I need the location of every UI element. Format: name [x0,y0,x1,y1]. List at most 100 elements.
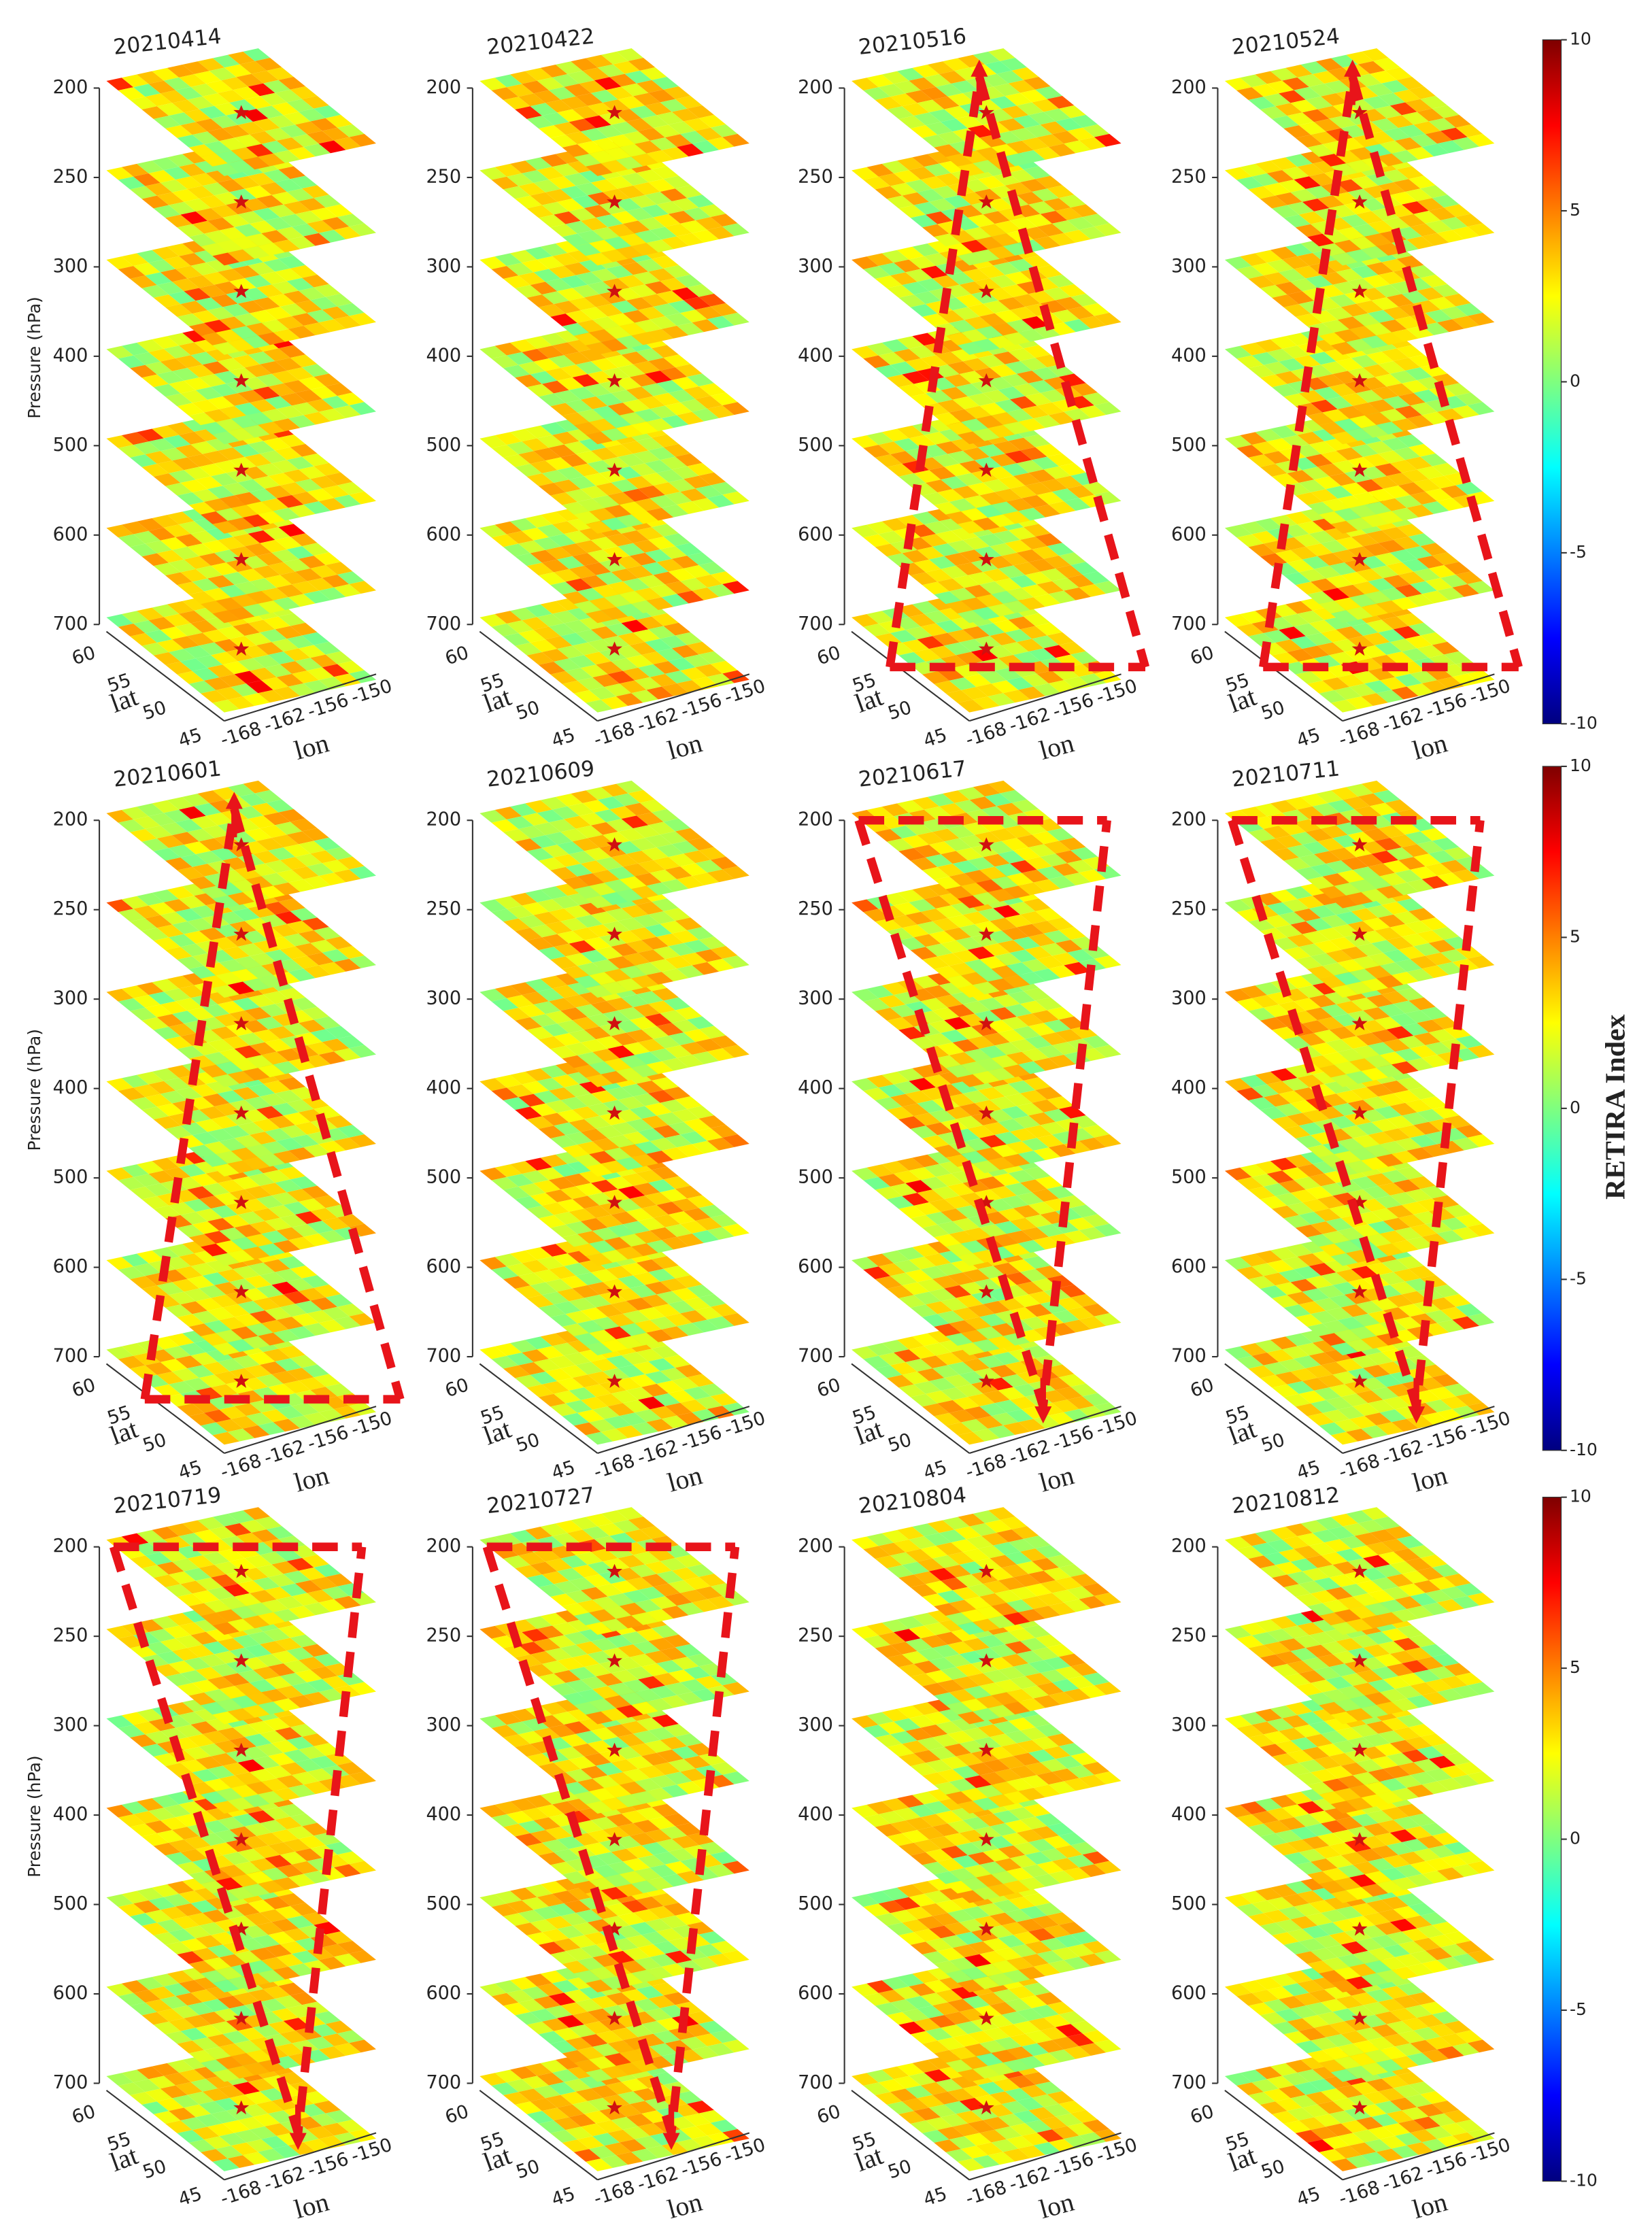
heatmap-texture [518,630,545,643]
heatmap-texture [188,412,216,426]
heatmap-texture [684,296,711,310]
heatmap-texture [565,668,593,681]
heatmap-texture [569,118,596,132]
heatmap-texture [231,415,258,428]
heatmap-texture [175,623,203,637]
heatmap-texture [268,562,296,575]
heatmap-texture [292,402,319,416]
heatmap-texture [280,124,307,138]
heatmap-texture [222,572,250,585]
heatmap-texture [587,549,615,563]
heatmap-texture [934,680,961,694]
heatmap-texture [219,495,247,509]
lat-tick-label: 45 [921,724,949,751]
heatmap-texture [310,118,338,131]
heatmap-texture [148,259,176,273]
heatmap-texture [179,431,206,445]
panel: 2021060920025030040050060070060555045lat… [426,756,768,1497]
heatmap-texture [156,103,184,116]
heatmap-texture [967,572,995,585]
heatmap-texture [664,134,692,148]
heatmap-texture [635,319,662,333]
heatmap-texture [977,623,1005,636]
heatmap-texture [599,380,626,394]
heatmap-texture [187,96,215,109]
heatmap-texture [278,255,306,269]
heatmap-texture [550,313,577,326]
heatmap-texture [180,569,208,582]
heatmap-texture [960,687,988,700]
heatmap-texture [1022,584,1049,598]
heatmap-texture [587,192,615,205]
heatmap-texture [205,169,233,183]
pressure-tick-label: 400 [426,345,461,366]
heatmap-texture [526,651,554,665]
heatmap-texture [554,211,581,224]
heatmap-texture [618,454,645,467]
heatmap-texture [177,135,205,148]
heatmap-texture [276,316,304,329]
heatmap-texture [256,552,284,566]
heatmap-texture [1018,686,1045,700]
heatmap-texture [167,600,195,614]
heatmap-texture [949,677,977,690]
heatmap-texture [668,568,696,581]
heatmap-texture [268,383,296,396]
heatmap-texture [180,479,208,493]
heatmap-texture [554,122,581,135]
heatmap-texture [231,326,258,339]
heatmap-texture [599,201,626,215]
heatmap-texture [244,632,272,645]
heatmap-texture [692,498,720,511]
heatmap-texture [552,163,579,177]
heatmap-texture [1036,581,1064,594]
heatmap-texture [664,313,692,326]
heatmap-texture [648,537,675,549]
heatmap-texture [130,275,157,288]
heatmap-texture [606,533,633,547]
heatmap-texture [261,409,289,422]
lat-tick-label: 60 [1187,642,1216,669]
heatmap-texture [653,661,681,674]
heatmap-texture [349,402,376,416]
heatmap-texture [932,632,960,646]
heatmap-texture [960,597,988,611]
heatmap-texture [233,175,260,189]
heatmap-texture [994,667,1022,681]
heatmap-texture [589,418,616,432]
heatmap-texture [629,284,657,298]
heatmap-texture [205,438,233,451]
heatmap-texture [545,546,573,560]
pressure-tick-label: 200 [798,77,833,98]
heatmap-texture [606,265,633,279]
heatmap-texture [130,186,157,199]
heatmap-texture [636,616,664,630]
lat-tick-label: 45 [175,1457,204,1484]
heatmap-texture [653,482,681,495]
heatmap-texture [668,389,696,403]
heatmap-texture [195,565,223,579]
heatmap-texture [237,479,265,492]
heatmap-texture [288,415,316,428]
heatmap-texture [580,486,608,499]
heatmap-texture [152,157,180,171]
heatmap-texture [569,565,596,579]
heatmap-texture [652,76,679,90]
heatmap-texture [573,333,601,345]
pressure-tick-label: 700 [426,1346,461,1367]
pressure-tick-label: 600 [426,1256,461,1277]
heatmap-texture [692,319,720,333]
lon-axis [224,673,377,722]
heatmap-texture [660,367,688,380]
heatmap-texture [863,624,891,637]
heatmap-texture [586,342,613,355]
heatmap-texture [604,594,632,607]
heatmap-texture [710,481,738,495]
heatmap-texture [299,198,326,211]
heatmap-texture [660,277,688,291]
heatmap-texture [619,233,647,246]
heatmap-texture [1019,537,1047,549]
heatmap-texture [231,147,258,160]
heatmap-texture [177,492,205,505]
